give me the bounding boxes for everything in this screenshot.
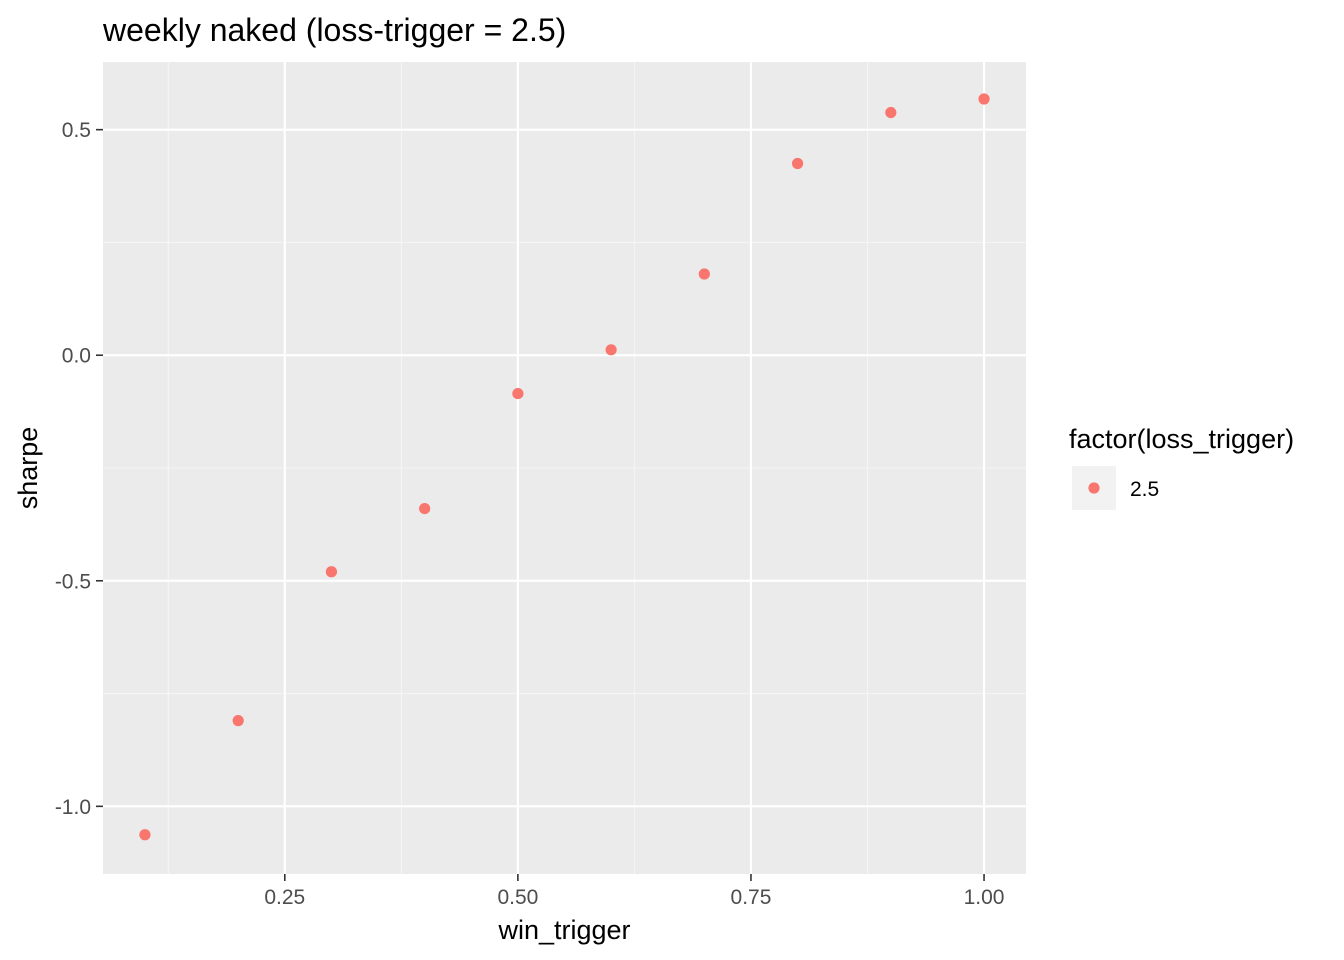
x-tick-label: 0.75 xyxy=(731,886,772,909)
grid-major-lines xyxy=(103,62,1026,874)
legend-label: 2.5 xyxy=(1130,478,1159,501)
legend: factor(loss_trigger) 2.5 xyxy=(1069,424,1294,510)
x-tick-label: 0.25 xyxy=(264,886,305,909)
y-axis-ticks: 0.5 0.0 -0.5 -1.0 xyxy=(55,119,103,819)
y-tick-label: 0.5 xyxy=(62,119,91,142)
x-axis-title: win_trigger xyxy=(497,915,630,945)
y-tick-label: 0.0 xyxy=(62,345,91,368)
y-tick-label: -1.0 xyxy=(55,796,91,819)
x-tick-label: 1.00 xyxy=(964,886,1005,909)
data-points xyxy=(139,93,990,841)
data-point xyxy=(978,93,990,105)
x-axis-ticks: 0.25 0.50 0.75 1.00 xyxy=(264,874,1004,909)
data-point xyxy=(698,268,710,280)
data-point xyxy=(512,387,524,400)
x-tick-label: 0.50 xyxy=(497,886,538,909)
y-tick-label: -0.5 xyxy=(55,570,91,593)
data-point xyxy=(139,829,151,841)
y-axis-title: sharpe xyxy=(13,427,43,510)
data-point xyxy=(419,503,431,515)
chart-title: weekly naked (loss-trigger = 2.5) xyxy=(102,12,566,48)
grid-minor-lines xyxy=(103,62,1026,874)
legend-entries: 2.5 xyxy=(1072,466,1159,510)
data-point xyxy=(325,566,338,578)
data-point xyxy=(885,106,897,119)
data-point xyxy=(791,157,804,170)
data-point xyxy=(605,344,617,356)
legend-title: factor(loss_trigger) xyxy=(1069,424,1294,454)
legend-key-point xyxy=(1088,482,1100,494)
data-point xyxy=(232,715,244,727)
